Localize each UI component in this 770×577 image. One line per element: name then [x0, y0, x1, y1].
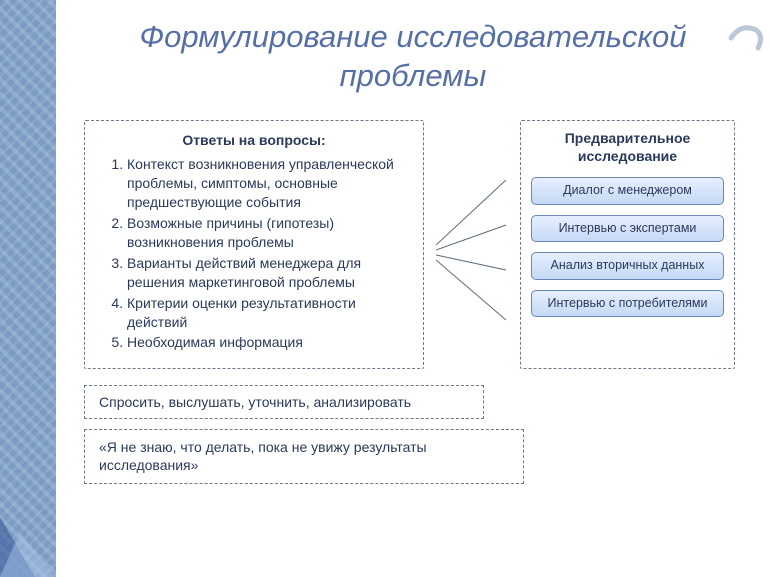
quote-box: «Я не знаю, что делать, пока не увижу ре… — [84, 429, 524, 483]
question-item: Контекст возникновения управленческой пр… — [127, 155, 409, 212]
method-pill: Интервью с экспертами — [531, 215, 724, 243]
question-item: Критерии оценки результативности действи… — [127, 294, 409, 332]
decorative-left-strip — [0, 0, 56, 577]
slide-content: Формулирование исследовательской проблем… — [56, 0, 770, 577]
method-pill: Диалог с менеджером — [531, 177, 724, 205]
actions-box: Спросить, выслушать, уточнить, анализиро… — [84, 385, 484, 419]
connector-spacer — [436, 120, 508, 370]
main-row: Ответы на вопросы: Контекст возникновени… — [84, 120, 742, 370]
questions-list: Контекст возникновения управленческой пр… — [99, 155, 409, 352]
slide-title: Формулирование исследовательской проблем… — [84, 18, 742, 96]
method-pill: Анализ вторичных данных — [531, 252, 724, 280]
question-item: Возможные причины (гипотезы) возникновен… — [127, 214, 409, 252]
research-heading: Предварительное исследование — [531, 129, 724, 165]
question-item: Варианты действий менеджера для решения … — [127, 254, 409, 292]
questions-box: Ответы на вопросы: Контекст возникновени… — [84, 120, 424, 370]
questions-heading: Ответы на вопросы: — [99, 131, 409, 150]
bottom-section: Спросить, выслушать, уточнить, анализиро… — [84, 385, 742, 483]
research-box: Предварительное исследование Диалог с ме… — [520, 120, 735, 370]
question-item: Необходимая информация — [127, 333, 409, 352]
decor-corner-shape — [726, 18, 766, 58]
method-pill: Интервью с потребителями — [531, 290, 724, 318]
